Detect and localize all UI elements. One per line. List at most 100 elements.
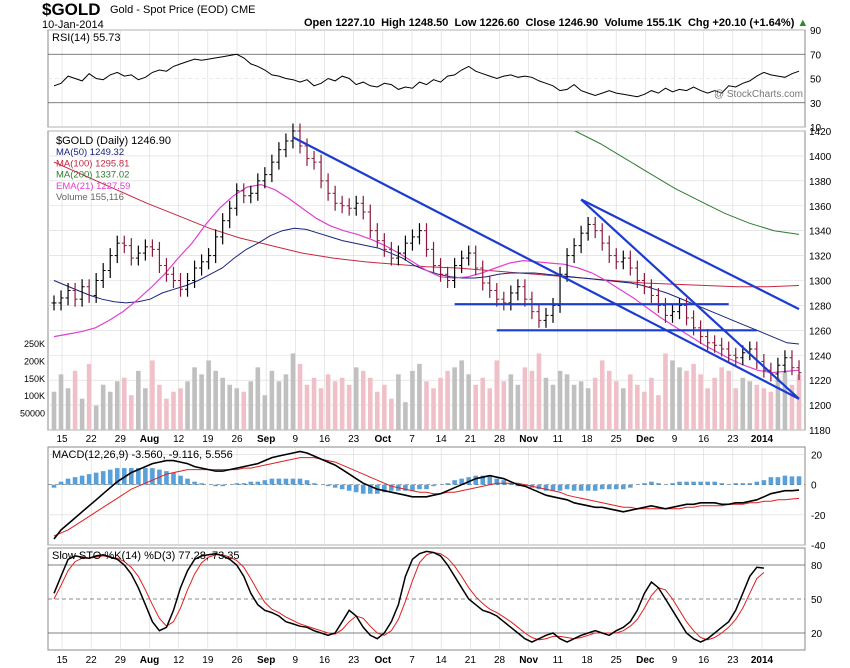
macd-histogram-bar [585,484,591,491]
macd-histogram-bar [192,481,197,485]
volume-bar [86,363,92,430]
macd-histogram-bar [403,484,408,491]
x-tick-label: 18 [581,655,593,666]
macd-histogram-bar [698,481,703,485]
volume-bar [360,370,366,430]
volume-bar [164,398,169,430]
volume-bar [740,377,746,430]
x-tick-label: 15 [56,434,68,445]
volume-label: Volume [604,17,644,29]
volume-bar [726,370,732,430]
macd-histogram-bar [705,481,710,485]
trendline [292,136,800,400]
volume-bar [58,374,64,430]
volume-bar [403,402,408,430]
x-tick-label: 9 [293,655,299,666]
volume-bar [389,398,394,430]
volume-bar [178,388,183,430]
macd-histogram-bar [613,484,619,490]
macd-histogram-bar [536,484,542,490]
volume-bar [599,360,605,430]
high-value: 1248.50 [408,17,449,29]
volume-bar [438,377,443,430]
x-tick-label: 9 [672,434,678,445]
volume-bar [304,384,310,430]
volume-bar [410,370,415,430]
volume-bar [747,381,753,430]
volume-bar [445,370,450,430]
macd-histogram-bar [241,483,247,485]
macd-histogram-bar [93,472,99,485]
macd-histogram-bar [367,484,373,494]
macd-histogram-bar [332,484,338,488]
volume-bar [100,384,106,430]
macd-histogram-bar [136,468,141,485]
volume-bar [620,388,626,430]
volume-bar [431,388,436,430]
x-tick-label: 26 [231,434,243,445]
volume-bar [628,374,633,430]
volume-bar [150,360,155,430]
macd-histogram-bar [775,477,781,485]
macd-histogram-bar [248,481,254,485]
x-tick-label: Aug [140,655,159,666]
macd-y-tick: 20 [811,451,823,462]
rsi-legend: RSI(14) 55.73 [52,32,120,44]
volume-bar [698,374,703,430]
instrument-title: Gold - Spot Price (EOD) [110,4,228,16]
macd-y-tick: -20 [811,511,826,522]
macd-histogram-bar [290,478,296,485]
ma200-line [574,131,800,235]
macd-histogram-bar [754,481,760,485]
volume-bar [107,391,113,430]
volume-bar [72,370,78,430]
volume-bar [157,384,162,430]
volume-bar [332,381,338,430]
volume-bar [325,374,331,430]
volume-bar [297,363,303,430]
macd-histogram-bar [72,477,78,485]
price-y-tick: 1260 [809,326,832,337]
volume-bar [227,384,233,430]
macd-histogram-bar [79,475,85,485]
volume-y-tick: 150K [24,374,45,384]
volume-bar [353,367,359,430]
macd-histogram-bar [100,471,106,485]
x-tick-label: 29 [115,655,127,666]
chg-label: Chg [687,17,710,29]
volume-bar [311,377,317,430]
x-tick-label: 22 [86,655,98,666]
x-tick-label: 12 [173,434,185,445]
volume-bar [719,367,724,430]
trendline [580,198,800,400]
volume-bar [775,377,781,430]
x-tick-label: Dec [636,655,655,666]
macd-histogram-bar [297,478,303,485]
macd-histogram-bar [143,468,148,485]
volume-bar [733,388,739,430]
volume-bar [663,353,668,430]
x-tick-label: 22 [86,434,98,445]
macd-histogram-bar [480,475,486,485]
x-tick-label: 9 [672,655,678,666]
volume-bar [65,388,71,430]
volume-bar [670,360,675,430]
volume-bar [213,370,218,430]
volume-bar [375,391,380,430]
volume-bar [557,370,563,430]
x-tick-label: 28 [494,434,506,445]
sto-y-tick: 20 [811,629,823,640]
volume-bar [473,384,478,430]
macd-histogram-bar [719,483,724,485]
x-tick-label: Dec [636,434,655,445]
macd-histogram-bar [740,483,746,485]
macd-histogram-bar [543,484,549,491]
x-tick-label: 7 [409,434,415,445]
rsi-y-tick: 90 [810,26,822,37]
volume-bar [656,395,661,430]
x-tick-label: 14 [436,434,448,445]
volume-bar [522,367,528,430]
macd-histogram-bar [642,483,647,485]
close-label: Close [525,17,556,29]
